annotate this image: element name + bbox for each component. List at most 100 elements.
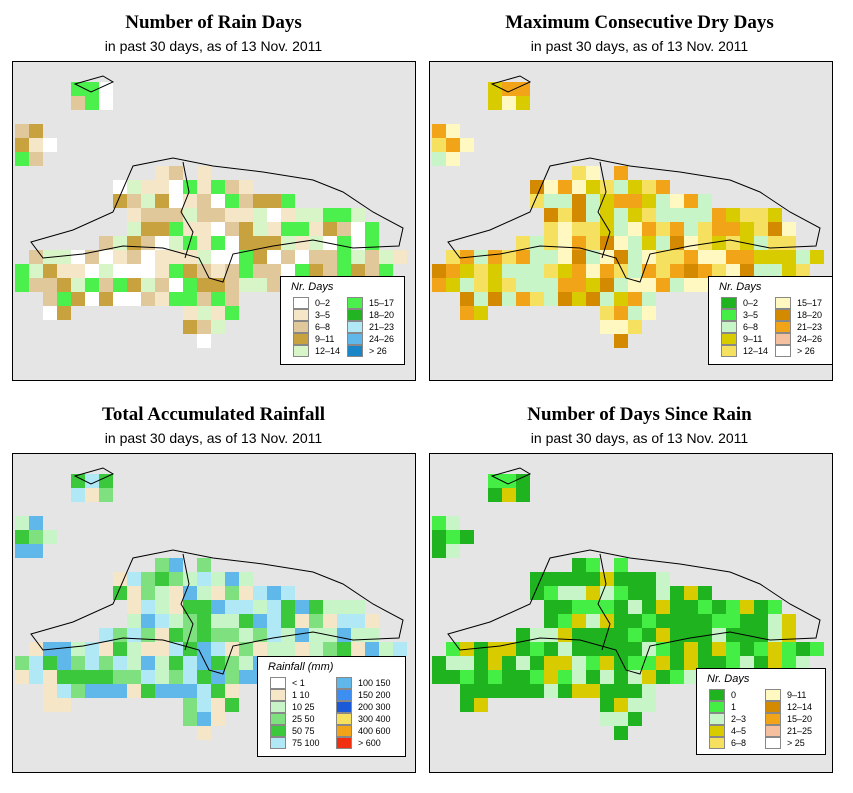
grid-cell (726, 264, 740, 278)
grid-cell (572, 264, 586, 278)
grid-cell (628, 292, 642, 306)
grid-cell (239, 572, 253, 586)
grid-cell (155, 614, 169, 628)
grid-cell (600, 278, 614, 292)
grid-cell (267, 264, 281, 278)
grid-cell (698, 586, 712, 600)
grid-cell (85, 250, 99, 264)
map-rain-days[interactable] (12, 61, 416, 381)
grid-cell (488, 670, 502, 684)
legend-swatch (293, 321, 309, 333)
legend-swatch (336, 725, 352, 737)
grid-cell (586, 236, 600, 250)
grid-cell (628, 264, 642, 278)
grid-cell (614, 236, 628, 250)
grid-cell (15, 124, 29, 138)
grid-cell (516, 642, 530, 656)
grid-cell (516, 656, 530, 670)
grid-cell (211, 684, 225, 698)
grid-cell (782, 236, 796, 250)
grid-cell (796, 642, 810, 656)
grid-cell (57, 278, 71, 292)
grid-cell (684, 278, 698, 292)
grid-cell (351, 222, 365, 236)
grid-cell (516, 264, 530, 278)
legend-label: 1 (731, 702, 737, 712)
grid-cell (197, 670, 211, 684)
grid-cell (183, 712, 197, 726)
grid-cell (197, 222, 211, 236)
map-dry-days[interactable] (429, 61, 833, 381)
grid-cell (169, 642, 183, 656)
grid-cell (586, 600, 600, 614)
grid-cell (558, 236, 572, 250)
legend-label: > 26 (369, 346, 387, 356)
grid-cell (15, 278, 29, 292)
legend-label: 15–17 (797, 298, 823, 308)
grid-cell (768, 236, 782, 250)
grid-cell (712, 642, 726, 656)
legend-swatch (293, 309, 309, 321)
grid-cell (670, 656, 684, 670)
grid-cell (698, 264, 712, 278)
legend-swatch (775, 333, 791, 345)
grid-cell (600, 264, 614, 278)
grid-cell (197, 698, 211, 712)
grid-cell (365, 222, 379, 236)
grid-cell (572, 586, 586, 600)
grid-cell (460, 292, 474, 306)
grid-cell (169, 684, 183, 698)
legend-swatch (270, 713, 286, 725)
grid-cell (183, 698, 197, 712)
grid-cell (796, 264, 810, 278)
grid-cell (183, 264, 197, 278)
legend-label: 6–8 (731, 738, 747, 748)
grid-cell (43, 698, 57, 712)
grid-cell (225, 586, 239, 600)
grid-cell (614, 726, 628, 740)
grid-cell (267, 278, 281, 292)
grid-cell (127, 264, 141, 278)
legend-swatch (293, 297, 309, 309)
grid-cell (29, 250, 43, 264)
grid-cell (642, 600, 656, 614)
grid-cell (656, 572, 670, 586)
grid-cell (197, 656, 211, 670)
grid-cell (239, 236, 253, 250)
grid-cell (197, 642, 211, 656)
grid-cell (488, 488, 502, 502)
grid-cell (253, 250, 267, 264)
grid-cell (670, 614, 684, 628)
grid-cell (183, 656, 197, 670)
grid-cell (127, 628, 141, 642)
grid-cell (15, 516, 29, 530)
grid-cell (768, 264, 782, 278)
grid-cell (614, 558, 628, 572)
grid-cell (432, 138, 446, 152)
grid-cell (558, 194, 572, 208)
grid-cell (698, 656, 712, 670)
grid-cell (446, 670, 460, 684)
grid-cell (768, 600, 782, 614)
grid-cell (309, 250, 323, 264)
legend-swatch (270, 737, 286, 749)
grid-cell (754, 614, 768, 628)
island-outline (490, 75, 532, 93)
grid-cell (614, 572, 628, 586)
grid-cell (740, 614, 754, 628)
legend-swatch (270, 701, 286, 713)
grid-cell (155, 684, 169, 698)
legend-swatch (709, 737, 725, 749)
grid-cell (516, 684, 530, 698)
grid-cell (642, 698, 656, 712)
grid-cell (183, 684, 197, 698)
legend-label: > 25 (787, 738, 805, 748)
grid-cell (502, 264, 516, 278)
grid-cell (572, 614, 586, 628)
grid-cell (558, 586, 572, 600)
grid-cell (656, 278, 670, 292)
grid-cell (211, 250, 225, 264)
legend-label: 6–8 (743, 322, 759, 332)
legend-dry-days: Nr. Days 0–2 3–5 6–8 9–11 12–14 15–17 18–20 21–… (708, 276, 833, 365)
grid-cell (197, 166, 211, 180)
